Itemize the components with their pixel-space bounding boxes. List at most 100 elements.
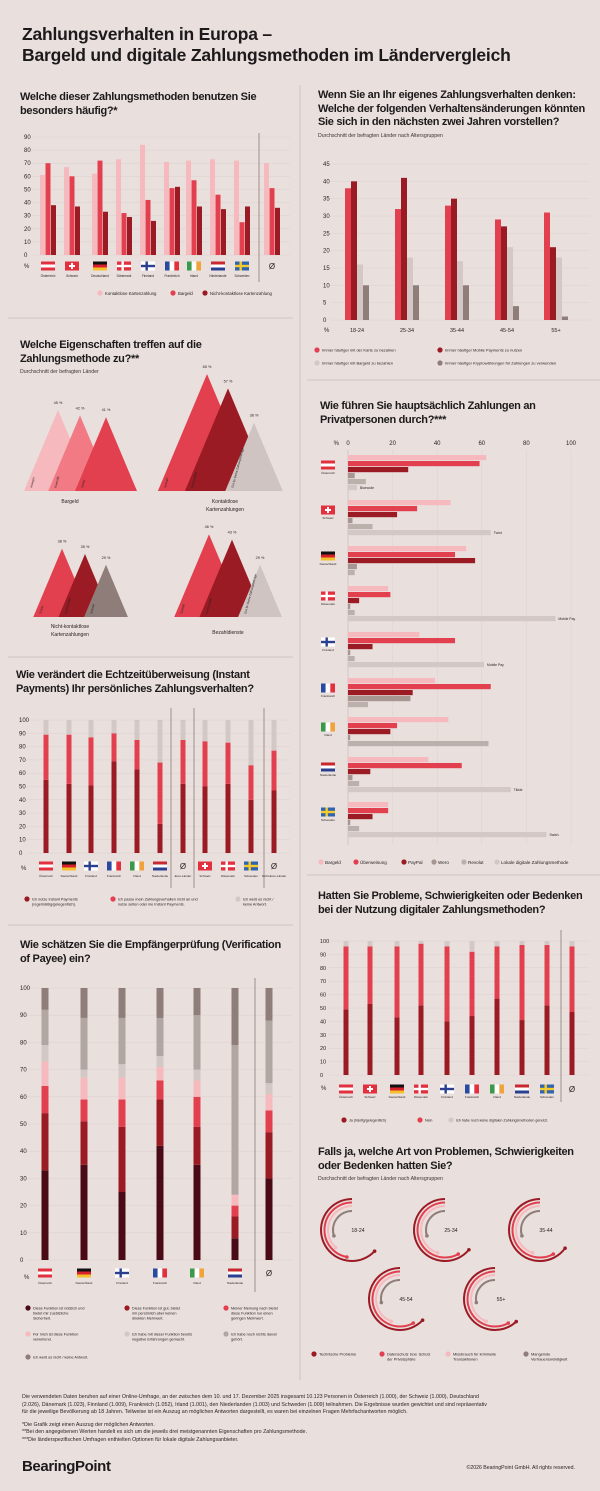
- flag-part: [41, 264, 55, 268]
- age-group-label: 35-44: [539, 1228, 552, 1234]
- bar-SE-0: [348, 802, 389, 808]
- bar-35-44-1: [451, 198, 457, 320]
- x-tick-label: 40: [434, 441, 441, 447]
- instant-title: Wie verändert die Echtzeitüberweisung (I…: [16, 669, 254, 695]
- arc-end-dot: [563, 1246, 567, 1251]
- legend-dot: [24, 896, 30, 902]
- bar-CH-0: [64, 167, 69, 255]
- flag-part: [211, 264, 225, 268]
- bar-SE-2: [248, 720, 254, 766]
- legend-dot: [25, 1305, 31, 1311]
- bar-AT-1: [343, 946, 349, 1010]
- legend-line: Ich habe mit dieser Funktion bereits: [132, 1333, 192, 1337]
- flag-part: [174, 261, 179, 271]
- bar-CH-1: [69, 176, 75, 255]
- switzerland-flag-icon: [363, 1084, 377, 1094]
- bar-AT-5: [41, 1009, 49, 1046]
- flag-part: [515, 1087, 529, 1091]
- country-label: Finnland: [116, 1281, 128, 1285]
- bar-IE-1: [348, 723, 398, 729]
- flag-part: [116, 861, 121, 871]
- arc-end-dot: [379, 1300, 384, 1305]
- country-label: Frankreich: [465, 1095, 480, 1099]
- flag-part: [339, 1087, 353, 1091]
- country-label: Dänemark: [221, 874, 235, 878]
- legend-label: Ich habe mit dieser Funktion bereits nega…: [132, 1333, 192, 1342]
- austria-flag-icon: [321, 460, 335, 470]
- switzerland-flag-icon: [321, 505, 335, 515]
- country-label: Irland: [324, 733, 332, 737]
- legend-label: Revolut: [468, 860, 484, 865]
- country-label: Schweiz: [322, 516, 334, 520]
- ireland-flag-icon: [490, 1084, 504, 1094]
- bar-DK-5: [348, 616, 556, 622]
- bar-25-34-2: [407, 257, 413, 320]
- flag-part: [321, 765, 335, 769]
- bar-Ø-5: [265, 1020, 273, 1084]
- bar-SE-2: [245, 206, 250, 255]
- bar-FR-2: [111, 720, 117, 734]
- value-label: 35 %: [81, 545, 90, 549]
- legend-line: bietet mir zusätzliche: [33, 1311, 68, 1315]
- footnote-2: **Bei den angegebenen Werten handelt es …: [22, 1429, 307, 1436]
- flag-part: [228, 1271, 242, 1275]
- group-caption: Kartenzahlungen: [206, 507, 244, 513]
- bar-DE-1: [97, 160, 103, 255]
- legend-dot: [25, 1331, 31, 1337]
- arc-end-dot: [435, 1251, 440, 1255]
- flag-part: [162, 1268, 167, 1278]
- bar-DK-1: [225, 742, 231, 784]
- local-method-label: Twint: [494, 531, 502, 535]
- legend-dot: [110, 896, 116, 902]
- value-label: 29 %: [102, 556, 111, 560]
- legend-line: direkten Mehrwert.: [132, 1316, 163, 1320]
- flag-part: [191, 261, 197, 271]
- sweden-flag-icon: [235, 261, 249, 271]
- flag-part: [515, 1090, 529, 1094]
- y-tick-label: 20: [24, 227, 31, 233]
- flag-part: [321, 594, 335, 598]
- bar-DE-1: [394, 946, 400, 1018]
- flag-part: [93, 261, 107, 265]
- arc-end-dot: [520, 1234, 524, 1238]
- x-tick-label: 100: [566, 441, 577, 447]
- flag-part: [239, 261, 242, 271]
- legend-line: Ich habe noch keine digitalen Zahlungsme…: [456, 1119, 548, 1123]
- bar-FI-1: [118, 1126, 126, 1192]
- legend-label: Immer häufiger Mobile Payments zu nutzen: [445, 348, 522, 353]
- x-tick-label: 0: [346, 441, 350, 447]
- flag-part: [39, 864, 53, 868]
- bar-Ø-Euro-Länder-1: [180, 739, 186, 784]
- bar-AT-6: [41, 988, 49, 1010]
- value-label: 57 %: [224, 379, 233, 383]
- bar-Ø-Nicht-Euro-Länder-0: [271, 790, 277, 853]
- flag-part: [196, 261, 201, 271]
- main-title-line1: Zahlungsverhalten in Europa –: [22, 24, 272, 44]
- y-tick-label: 0: [24, 253, 28, 259]
- legend-dot: [341, 1117, 347, 1123]
- y-tick-label: 15: [323, 266, 330, 272]
- bar-FI-4: [118, 1064, 126, 1078]
- legend-dot: [314, 360, 320, 366]
- flag-part: [153, 864, 167, 868]
- flag-part: [235, 264, 249, 268]
- bar-DE-0: [66, 783, 72, 853]
- legend-dot: [437, 360, 443, 366]
- bar-NL-0: [231, 1238, 239, 1260]
- bar-Ø-3: [265, 1094, 273, 1111]
- bar-DE-3: [80, 1077, 88, 1100]
- y-tick-label: 80: [320, 966, 326, 972]
- bar-SE-5: [348, 832, 547, 838]
- arc-18-24-3: [332, 1210, 353, 1237]
- bar-FR-4: [348, 702, 369, 708]
- legend-line: verwirrend.: [33, 1337, 52, 1341]
- legend-dot: [202, 290, 208, 296]
- legend-line: Ich weiß es nicht / keine Antwort.: [33, 1356, 88, 1360]
- x-tick-label: 55+: [551, 328, 560, 334]
- flag-part: [134, 861, 140, 871]
- y-tick-label: 30: [20, 1176, 27, 1182]
- ireland-flag-icon: [187, 261, 201, 271]
- x-tick-label: 25-34: [400, 328, 414, 334]
- problem-types-heading: Falls ja, welche Art von Problemen, Schw…: [318, 1146, 596, 1182]
- bar-CH-1: [348, 506, 418, 512]
